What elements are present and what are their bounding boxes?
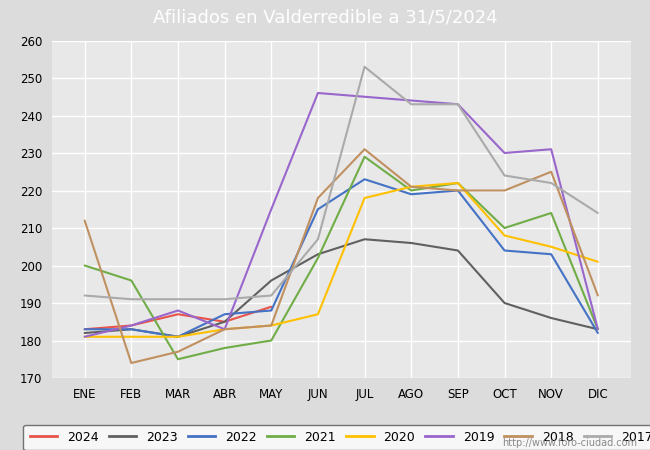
- Text: http://www.foro-ciudad.com: http://www.foro-ciudad.com: [502, 438, 637, 448]
- Text: Afiliados en Valderredible a 31/5/2024: Afiliados en Valderredible a 31/5/2024: [153, 9, 497, 27]
- Legend: 2024, 2023, 2022, 2021, 2020, 2019, 2018, 2017: 2024, 2023, 2022, 2021, 2020, 2019, 2018…: [23, 425, 650, 450]
